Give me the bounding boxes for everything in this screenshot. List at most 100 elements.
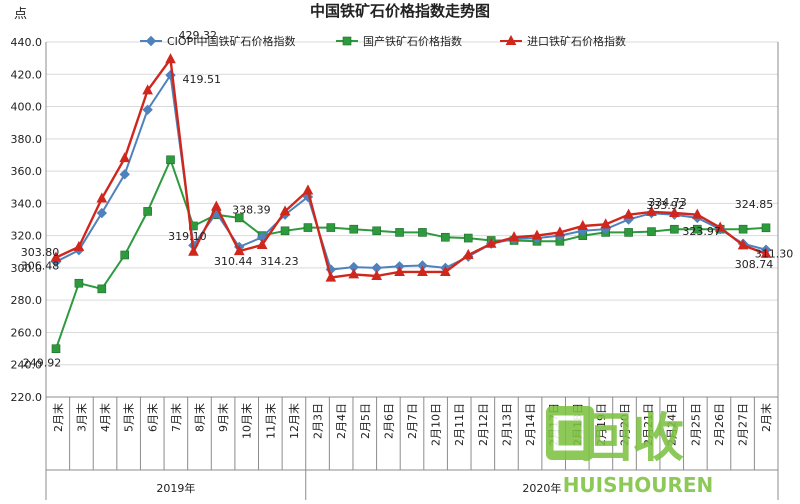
x-tick-label: 2月6日 <box>382 403 395 439</box>
data-point <box>441 232 450 242</box>
data-label: 334.73 <box>648 196 687 209</box>
legend-item: CIOPI中国铁矿石价格指数 <box>140 34 295 48</box>
data-point <box>119 152 131 163</box>
x-tick-label: 2月24日 <box>666 403 679 446</box>
series-line <box>55 157 767 350</box>
x-tick-label: 2月10日 <box>430 403 443 446</box>
data-point <box>761 223 771 233</box>
y-tick-label: 240.0 <box>11 359 43 372</box>
y-tick-labels: 220.0 240.0 260.0 280.0 300.0 320.0 340.0 360.0… <box>11 36 43 404</box>
watermark-logo: 回收 HUISHOUREN <box>546 406 713 497</box>
x-tick-label: 2月25日 <box>689 403 702 446</box>
x-tick-label: 2月13日 <box>500 403 513 446</box>
data-point <box>166 155 175 165</box>
x-tick-label: 2月21日 <box>642 403 655 446</box>
data-point <box>395 228 404 237</box>
x-tick-label: 2月4日 <box>335 403 348 439</box>
x-tick-label: 11月末 <box>263 403 277 439</box>
data-point <box>624 228 633 237</box>
data-point <box>279 205 291 216</box>
data-point <box>142 104 153 115</box>
y-tick-label: 400.0 <box>11 101 43 114</box>
x-tick-label: 2月19日 <box>595 403 608 446</box>
data-point <box>440 265 451 276</box>
series-lines <box>50 53 772 354</box>
series-0 <box>50 69 772 275</box>
data-point <box>417 265 428 276</box>
series-line <box>55 72 767 271</box>
data-point <box>371 269 382 280</box>
data-point <box>669 206 680 218</box>
data-point <box>737 239 749 250</box>
data-point <box>646 205 657 216</box>
data-point <box>349 224 359 234</box>
x-tick-label: 2月20日 <box>619 403 632 446</box>
data-point <box>692 224 702 234</box>
y-tick-label: 320.0 <box>11 230 43 243</box>
data-label: 324.85 <box>735 198 774 211</box>
x-tick-label: 2月3日 <box>312 403 325 439</box>
data-point <box>120 250 130 260</box>
series-line <box>55 56 767 279</box>
data-point <box>233 244 245 256</box>
data-point <box>505 34 517 45</box>
x-tick-label: 10月末 <box>240 403 254 439</box>
x-tick-label: 2月7日 <box>406 403 419 439</box>
x-tick-label: 2月26日 <box>713 403 726 446</box>
data-point <box>554 226 566 237</box>
data-point <box>145 35 157 47</box>
legend-label: CIOPI中国铁矿石价格指数 <box>167 34 295 48</box>
data-point <box>280 226 290 236</box>
legend-label: 进口铁矿石价格指数 <box>527 34 626 48</box>
data-point <box>326 223 336 232</box>
data-point <box>623 208 634 219</box>
y-tick-label: 360.0 <box>11 165 43 178</box>
data-point <box>96 207 108 219</box>
data-point <box>577 219 589 230</box>
x-tick-label: 7月末 <box>169 403 183 432</box>
x-tick-label: 2月14日 <box>524 403 537 446</box>
data-point <box>73 240 85 251</box>
data-point <box>142 84 153 95</box>
data-point <box>143 207 152 216</box>
data-point <box>508 231 520 242</box>
data-point <box>394 265 405 276</box>
x-tick-label: 8月末 <box>192 403 206 432</box>
series-2 <box>50 53 772 282</box>
watermark-logo-inner <box>553 415 587 451</box>
legend: CIOPI中国铁矿石价格指数 国产铁矿石价格指数 进口铁矿石价格指数 <box>140 34 626 48</box>
data-point <box>303 223 313 232</box>
data-label: 249.92 <box>23 357 62 370</box>
watermark-logo-text: 回收 <box>580 409 684 469</box>
x-tick-label: 3月末 <box>74 403 88 432</box>
data-label: 303.80 <box>21 246 60 259</box>
y-tick-label: 220.0 <box>11 391 43 404</box>
y-axis-unit-label: 点 <box>14 7 27 22</box>
x-tick-label: 2月5日 <box>359 403 372 439</box>
data-point <box>96 192 108 203</box>
data-point <box>647 227 656 236</box>
x-tick-label: 2月11日 <box>453 403 466 446</box>
data-label: 333.92 <box>646 199 685 212</box>
data-label: 419.51 <box>183 73 222 86</box>
data-point <box>485 237 497 248</box>
data-point <box>670 224 679 234</box>
data-point <box>418 228 427 237</box>
y-tick-label: 300.0 <box>11 262 43 275</box>
data-label: 311.30 <box>755 248 794 261</box>
data-point <box>691 208 703 219</box>
data-label: 323.97 <box>682 225 721 238</box>
data-point <box>714 221 726 232</box>
x-tick-label: 2月末 <box>759 403 773 432</box>
legend-item: 进口铁矿石价格指数 <box>500 34 626 48</box>
data-point <box>348 268 360 279</box>
data-point <box>234 213 244 223</box>
x-tick-label: 9月末 <box>216 403 230 432</box>
y-tick-label: 280.0 <box>11 294 43 307</box>
y-tick-label: 420.0 <box>11 68 43 81</box>
x-tick-label: 5月末 <box>122 403 136 432</box>
y-tick-label: 440.0 <box>11 36 43 49</box>
legend-label: 国产铁矿石价格指数 <box>363 34 462 48</box>
